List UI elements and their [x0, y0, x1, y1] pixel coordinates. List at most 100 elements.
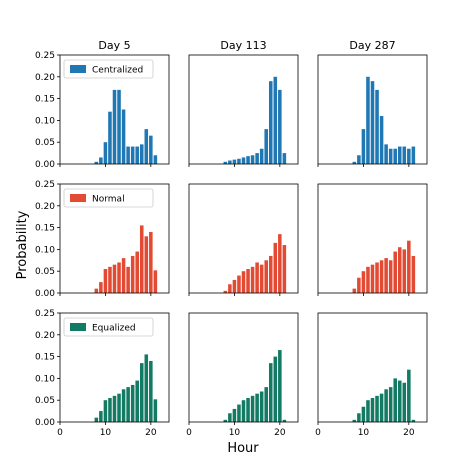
panel-centralized-1: 0.00 0.05 0.10 0.15 0.20 0.25 Day 5 Centralized	[35, 39, 170, 170]
bar	[384, 389, 388, 422]
y-tick-label: 0.25	[35, 51, 55, 61]
bar	[393, 378, 397, 422]
panel-equalized-1: 0 10 20 0.00 0.05 0.10 0.15 0.20 0.25 Equalized	[35, 309, 170, 438]
bar	[232, 159, 237, 164]
legend-label: Normal	[92, 195, 125, 205]
bar	[223, 419, 228, 422]
bar	[228, 284, 232, 293]
panel-grid: 0.00 0.05 0.10 0.15 0.20 0.25 Day 5 Centralized…	[35, 39, 428, 438]
bar	[135, 380, 139, 422]
bar	[388, 387, 393, 422]
y-tick-label: 0.20	[35, 331, 55, 341]
bar	[393, 251, 397, 293]
bar	[397, 146, 402, 164]
y-tick-label: 0.15	[35, 224, 55, 234]
y-tick-label: 0.00	[35, 418, 55, 428]
bar	[250, 266, 255, 293]
bar	[282, 245, 287, 293]
bar	[278, 350, 282, 422]
bar	[139, 363, 144, 422]
bar	[379, 116, 384, 164]
bar	[99, 282, 103, 293]
x-tick-label: 20	[403, 428, 415, 438]
bar	[357, 155, 361, 164]
bar	[282, 153, 287, 164]
bar	[130, 255, 135, 293]
bar	[379, 393, 384, 422]
bar	[130, 146, 135, 164]
bar	[357, 413, 361, 422]
x-tick-label: 10	[100, 428, 112, 438]
bar	[384, 258, 388, 293]
bar	[241, 271, 246, 293]
legend-box	[63, 317, 154, 337]
panel-normal-1: 0.00 0.05 0.10 0.15 0.20 0.25 Normal	[35, 180, 170, 299]
bar	[103, 142, 108, 164]
axes-frame	[188, 312, 299, 423]
y-axis-label: Probability	[15, 210, 30, 279]
bar	[411, 419, 416, 422]
bar	[121, 109, 126, 164]
legend-box	[63, 59, 154, 79]
bar	[232, 279, 237, 293]
bar	[397, 247, 402, 293]
bar	[126, 387, 130, 422]
bar	[94, 161, 99, 164]
bar	[130, 384, 135, 422]
x-tick-label: 10	[358, 428, 370, 438]
legend: Equalized	[63, 317, 154, 337]
bar	[103, 269, 108, 293]
bar	[407, 148, 411, 164]
bar	[282, 419, 287, 422]
bar	[153, 155, 158, 164]
bar	[121, 389, 126, 422]
bar	[237, 404, 241, 422]
column-title: Day 287	[349, 39, 395, 52]
y-tick-label: 0.00	[35, 289, 55, 299]
bar	[237, 158, 241, 164]
bar	[135, 251, 139, 293]
bar	[366, 266, 370, 293]
bar	[126, 266, 130, 293]
axes-frame	[59, 183, 170, 294]
bar	[149, 135, 153, 164]
panel-centralized-2: Day 113	[188, 39, 299, 167]
bar	[149, 360, 153, 422]
bar	[99, 157, 103, 164]
x-axis-label: Hour	[227, 441, 259, 456]
bar	[411, 255, 416, 293]
axes-frame	[188, 54, 299, 165]
y-tick-label: 0.05	[35, 267, 55, 277]
bar	[117, 89, 121, 164]
x-tick-label: 0	[57, 428, 63, 438]
bar	[397, 380, 402, 422]
bar	[232, 408, 237, 422]
bar	[375, 395, 379, 422]
bar	[144, 129, 149, 164]
bar	[135, 146, 139, 164]
bar	[144, 354, 149, 422]
x-tick-label: 0	[186, 428, 192, 438]
bar	[407, 240, 411, 293]
bar	[149, 231, 153, 293]
bar	[117, 393, 121, 422]
bar	[402, 146, 407, 164]
bar	[361, 271, 366, 293]
bar	[246, 398, 250, 422]
x-tick-label: 20	[145, 428, 157, 438]
bar	[352, 419, 357, 422]
bar	[108, 111, 112, 164]
bar	[255, 153, 259, 164]
bar	[112, 395, 117, 422]
bar	[388, 260, 393, 293]
bar	[268, 81, 273, 164]
bar	[278, 89, 282, 164]
bar	[223, 161, 228, 164]
bar	[246, 269, 250, 293]
panel-equalized-3: 0 10 20	[315, 312, 428, 438]
x-tick-label: 0	[315, 428, 321, 438]
y-tick-label: 0.10	[35, 116, 55, 126]
bar	[411, 146, 416, 164]
y-tick-label: 0.20	[35, 202, 55, 212]
